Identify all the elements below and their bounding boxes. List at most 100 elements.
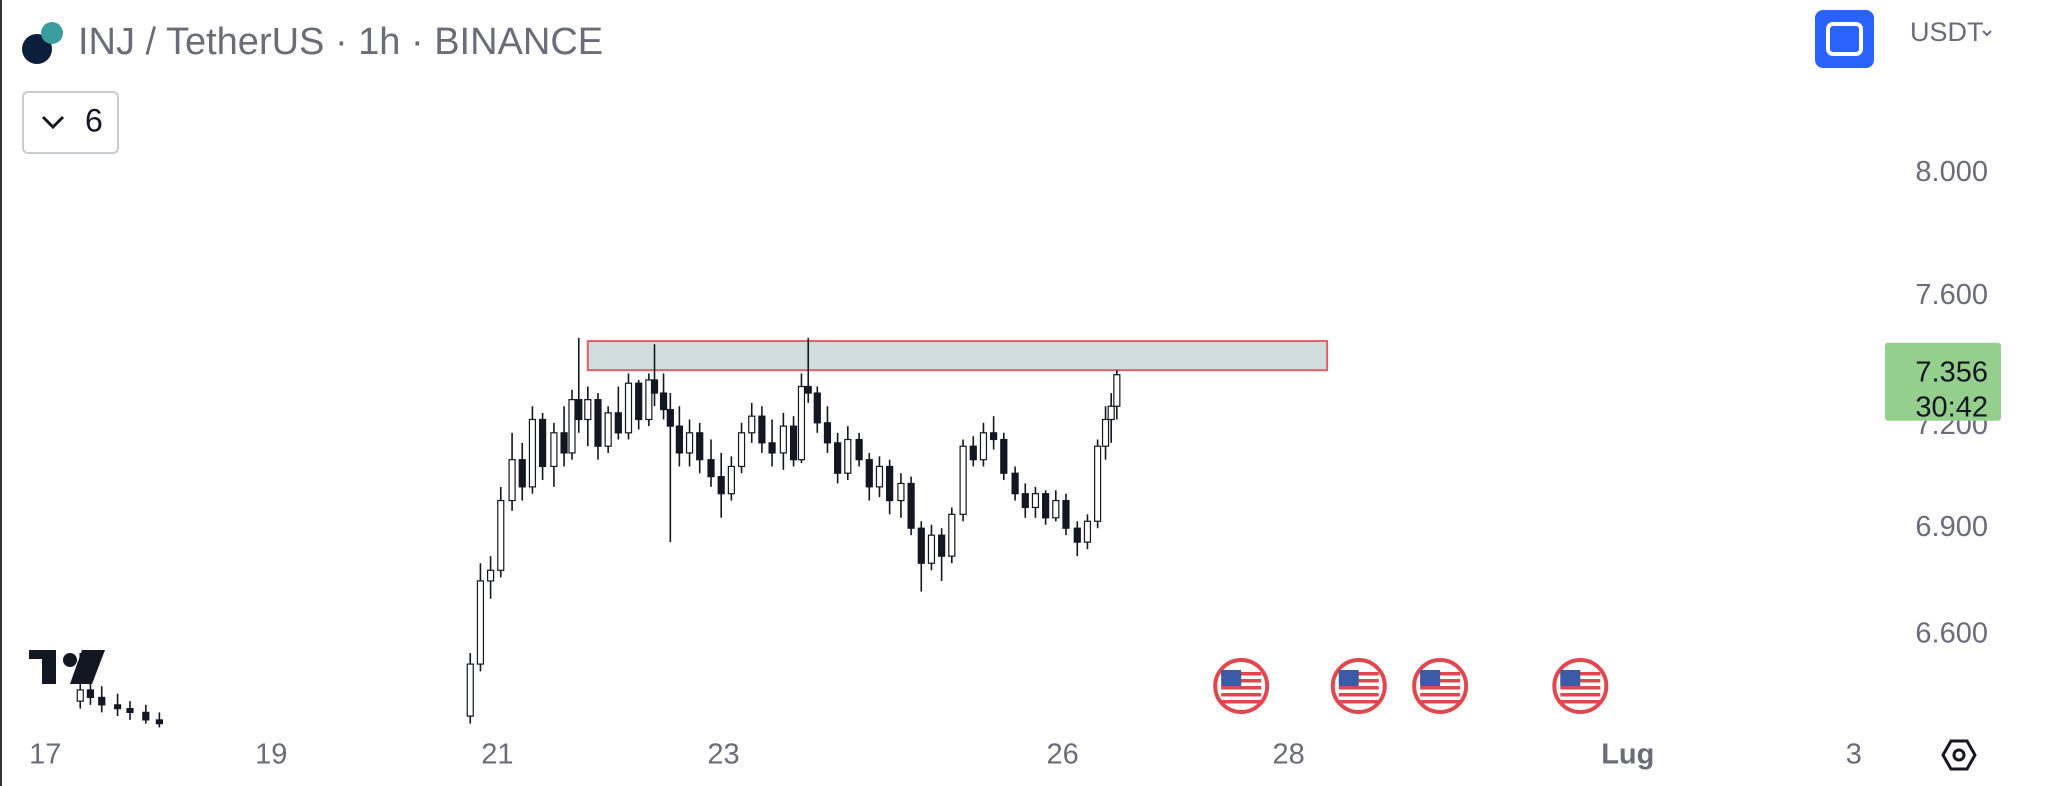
candle-body — [86, 689, 95, 699]
y-tick-label: 8.000 — [1915, 156, 1988, 188]
candle-body — [575, 399, 583, 421]
currency-selector[interactable]: USDT — [1910, 17, 1984, 47]
candle-body — [717, 476, 725, 495]
fullscreen-icon — [1826, 22, 1863, 56]
x-tick-label: 19 — [255, 739, 287, 771]
x-tick-label: 3 — [1846, 739, 1862, 771]
candle-body — [604, 412, 612, 447]
candle-body — [635, 382, 643, 421]
candle-body — [727, 465, 735, 495]
candle-body — [614, 412, 622, 434]
tradingview-logo — [29, 650, 105, 684]
flag-stripe — [1560, 686, 1601, 690]
flag-stripe — [1221, 686, 1262, 690]
countdown-label: 30:42 — [1915, 391, 1988, 423]
flag-stripe — [1560, 693, 1601, 697]
candle-body — [666, 408, 674, 427]
candle-body — [789, 425, 798, 461]
symbol-title: INJ / TetherUS · 1h · BINANCE — [78, 21, 603, 63]
candle-body — [550, 432, 558, 468]
candle-body — [938, 534, 946, 557]
candle-body — [875, 465, 884, 488]
event-icon[interactable] — [1552, 658, 1609, 714]
candle-body — [758, 415, 766, 444]
candle-body — [1011, 472, 1019, 495]
candle-body — [155, 719, 163, 725]
candle-body — [659, 392, 668, 411]
candle-body — [142, 711, 150, 721]
resistance-zone — [586, 340, 1329, 372]
candle-body — [1062, 499, 1070, 529]
candle-body — [948, 513, 956, 557]
candle-body — [813, 392, 821, 424]
candle-body — [844, 438, 852, 474]
candle-body — [1107, 405, 1115, 421]
candle-body — [834, 442, 842, 474]
currency-chevron — [1982, 30, 1992, 37]
candle-body — [748, 415, 756, 434]
candle-body — [594, 399, 602, 447]
candle-body — [508, 459, 516, 502]
candle-body — [897, 482, 905, 502]
candle-body — [528, 418, 537, 488]
candle-body — [1000, 438, 1008, 474]
candle-body — [584, 399, 592, 421]
candle-body — [1042, 493, 1050, 519]
candle-body — [737, 432, 746, 468]
x-tick-label: 17 — [29, 739, 61, 771]
flag-stripe — [1420, 693, 1461, 697]
candle-body — [823, 422, 832, 444]
flag-stripe — [1221, 693, 1262, 697]
candle-body — [990, 432, 998, 441]
fullscreen-button[interactable] — [1815, 10, 1874, 68]
candle-body — [1052, 499, 1060, 519]
indicators-button[interactable] — [22, 91, 119, 154]
candle-body — [886, 465, 894, 502]
event-icon[interactable] — [1330, 658, 1387, 714]
last-price-box — [1885, 342, 2001, 421]
candle-body — [927, 534, 936, 564]
candle-body — [98, 696, 106, 706]
candle-body — [855, 438, 863, 461]
candle-body — [624, 382, 633, 434]
candle-body — [76, 689, 84, 702]
event-icon[interactable] — [1412, 658, 1469, 714]
flag-canton — [1338, 670, 1359, 686]
candle-body — [969, 445, 977, 461]
flag-stripe — [1420, 700, 1461, 704]
flag-stripe — [1338, 686, 1379, 690]
plot — [76, 337, 1609, 728]
candle-body — [979, 432, 988, 461]
candle-body — [560, 432, 568, 454]
candle-body — [779, 425, 787, 454]
flag-stripe — [1221, 700, 1262, 704]
indicators-count[interactable]: 6 — [85, 102, 103, 138]
flag-stripe — [1338, 700, 1379, 704]
flag-stripe — [1560, 700, 1601, 704]
candle-body — [907, 482, 915, 529]
event-icon[interactable] — [1213, 658, 1270, 714]
candle-body — [1094, 445, 1102, 522]
flag-canton — [1221, 670, 1242, 686]
candle-body — [518, 459, 526, 488]
candle-body — [917, 527, 925, 564]
settings-button[interactable] — [1941, 739, 1977, 771]
candle-body — [466, 663, 474, 717]
candle-body — [538, 418, 547, 468]
x-tick-label: 21 — [481, 739, 513, 771]
candle-body — [650, 379, 659, 394]
x-tick-label: 28 — [1273, 739, 1305, 771]
candle-body — [675, 425, 683, 454]
candle-body — [696, 432, 704, 461]
candle-body — [1113, 374, 1121, 407]
flag-canton — [1560, 670, 1581, 686]
candle-body — [804, 385, 812, 394]
candle-body — [1021, 493, 1029, 509]
last-price-label: 7.356 — [1915, 356, 1988, 388]
candle-body — [1073, 527, 1081, 543]
candle-body — [707, 459, 715, 478]
x-tick-label: 26 — [1046, 739, 1078, 771]
candle-body — [113, 704, 122, 710]
